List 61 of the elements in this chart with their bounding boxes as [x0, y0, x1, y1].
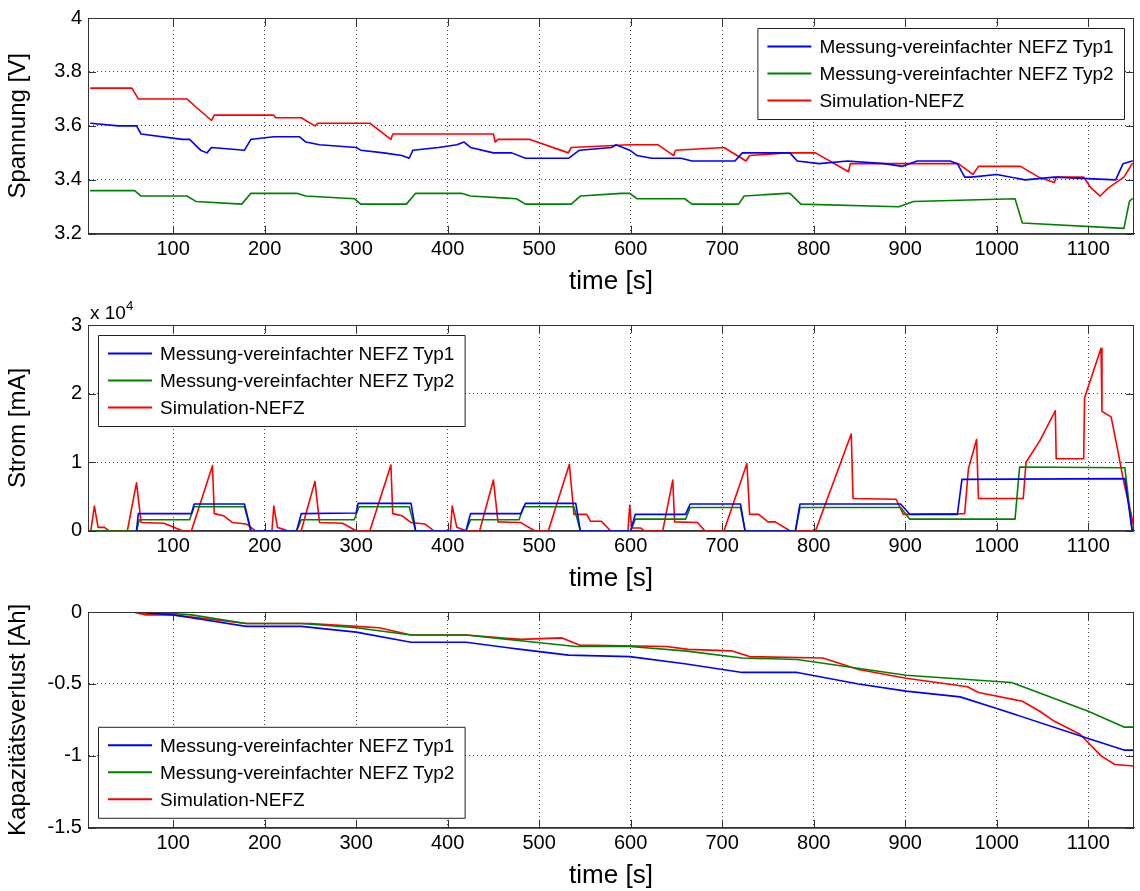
x-tick-label: 1000 — [974, 534, 1019, 557]
y-axis-title: Spannung [V] — [3, 53, 31, 199]
x-tick-label: 1100 — [1066, 534, 1110, 557]
x-tick-label: 500 — [522, 534, 556, 557]
x-tick-label: 400 — [430, 237, 465, 260]
legend-label: Messung-vereinfachter NEFZ Typ1 — [819, 35, 1114, 57]
x-tick-label: 500 — [522, 237, 556, 260]
x-tick-label: 300 — [339, 237, 373, 260]
x-tick-label: 600 — [613, 831, 648, 854]
y-tick-label: 3.2 — [54, 221, 82, 244]
x-tick-label: 900 — [888, 237, 922, 260]
y-tick-label: 3.4 — [54, 167, 82, 190]
y-tick-label: -1.5 — [47, 815, 82, 838]
x-tick-label: 200 — [247, 237, 282, 260]
x-tick-label: 100 — [156, 237, 190, 260]
legend-label: Simulation-NEFZ — [160, 788, 306, 810]
legend-label: Simulation-NEFZ — [160, 396, 306, 418]
x-tick-label: 1000 — [974, 831, 1019, 854]
y-tick-label: 0 — [70, 599, 82, 622]
y-tick-label: 0 — [70, 518, 82, 541]
y-axis-title: Kapazitätsverlust [Ah] — [3, 603, 31, 836]
x-tick-label: 600 — [613, 534, 648, 557]
y-tick-label: -0.5 — [47, 671, 82, 694]
x-tick-label: 200 — [247, 534, 282, 557]
x-tick-label: 300 — [339, 534, 373, 557]
y-tick-label: 3 — [70, 312, 82, 335]
legend-label: Messung-vereinfachter NEFZ Typ2 — [160, 761, 455, 783]
x-axis-title: time [s] — [569, 264, 653, 295]
y-axis-title: Strom [mA] — [3, 367, 31, 488]
x-tick-label: 400 — [430, 534, 465, 557]
x-tick-label: 1000 — [974, 237, 1019, 260]
x-tick-label: 100 — [156, 831, 190, 854]
x-tick-label: 800 — [797, 831, 831, 854]
y-tick-label: 2 — [70, 381, 82, 404]
y-tick-label: 4 — [70, 5, 82, 28]
x-tick-label: 700 — [705, 831, 739, 854]
x-axis-title: time [s] — [569, 858, 653, 889]
legend-label: Messung-vereinfachter NEFZ Typ2 — [160, 369, 455, 391]
legend-label: Messung-vereinfachter NEFZ Typ1 — [160, 734, 455, 756]
y-tick-label: 1 — [70, 449, 82, 472]
y-tick-label: 3.8 — [54, 59, 82, 82]
x-axis-title: time [s] — [569, 561, 653, 592]
x-tick-label: 900 — [888, 831, 922, 854]
x-tick-label: 400 — [430, 831, 465, 854]
x-tick-label: 800 — [797, 534, 831, 557]
x-tick-label: 500 — [522, 831, 556, 854]
legend-label: Messung-vereinfachter NEFZ Typ2 — [819, 62, 1114, 84]
x-tick-label: 1100 — [1066, 831, 1110, 854]
x-tick-label: 200 — [247, 831, 282, 854]
x-tick-label: 600 — [613, 237, 648, 260]
x-tick-label: 700 — [705, 237, 739, 260]
legend-label: Messung-vereinfachter NEFZ Typ1 — [160, 342, 455, 364]
x-tick-label: 1100 — [1066, 237, 1110, 260]
x-tick-label: 900 — [888, 534, 922, 557]
y-tick-label: 3.6 — [54, 113, 82, 136]
legend-label: Simulation-NEFZ — [819, 89, 965, 111]
x-tick-label: 800 — [797, 237, 831, 260]
y-tick-label: -1 — [64, 743, 82, 766]
x-tick-label: 300 — [339, 831, 373, 854]
x-tick-label: 100 — [156, 534, 190, 557]
x-tick-label: 700 — [705, 534, 739, 557]
